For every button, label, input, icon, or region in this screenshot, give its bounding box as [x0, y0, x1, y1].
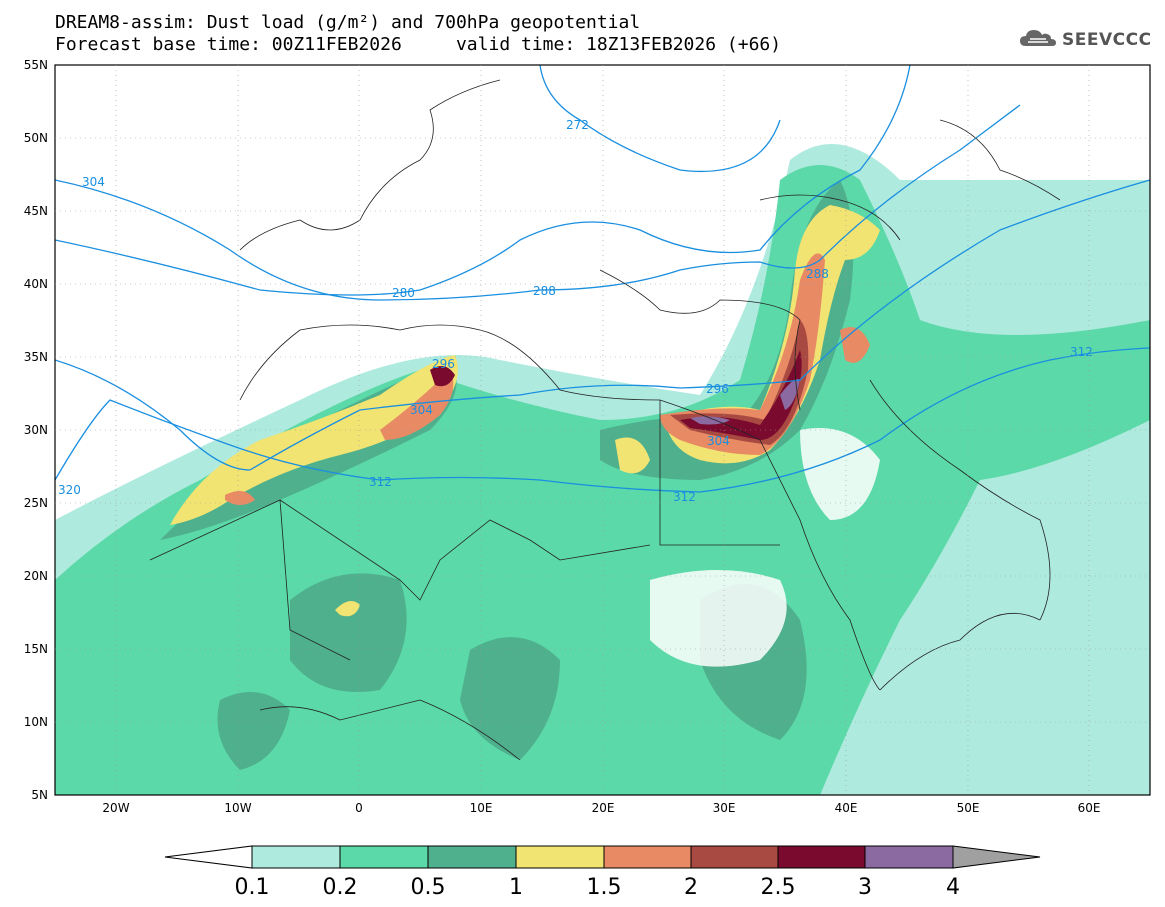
colorbar-bin: [427, 845, 517, 869]
colorbar-low-arrow: [164, 845, 253, 869]
dust-field: [55, 65, 1150, 795]
x-tick: 10E: [470, 801, 493, 815]
y-axis-ticks: 55N 50N 45N 40N 35N 30N 25N 20N 15N 10N …: [24, 58, 48, 802]
contour-label-288: 288: [533, 284, 556, 298]
contour-label-312: 312: [1070, 345, 1093, 359]
colorbar-label: 2: [684, 875, 698, 900]
geopotential-contours: [55, 65, 1150, 493]
colorbar-label: 1.5: [587, 875, 622, 900]
contour-label-280: 280: [392, 286, 415, 300]
colorbar-label: 4: [946, 875, 960, 900]
x-tick: 40E: [835, 801, 858, 815]
logo-text: SEEVCCC: [1062, 30, 1152, 50]
colorbar-label: 0.1: [235, 875, 270, 900]
colorbar-bin: [251, 845, 341, 869]
y-tick: 30N: [24, 423, 48, 437]
x-tick: 50E: [957, 801, 980, 815]
contour-labels: 272 304 280 288 288 296 296 304 304 312 …: [58, 118, 1093, 504]
colorbar-bin: [339, 845, 429, 869]
x-tick: 20E: [592, 801, 615, 815]
map-title: DREAM8-assim: Dust load (g/m²) and 700hP…: [55, 12, 641, 33]
colorbar-label: 0.2: [323, 875, 358, 900]
x-tick: 30E: [713, 801, 736, 815]
y-tick: 40N: [24, 277, 48, 291]
colorbar-bin: [864, 845, 954, 869]
y-tick: 25N: [24, 496, 48, 510]
logo: SEEVCCC: [1018, 26, 1152, 54]
contour-label-320: 320: [58, 483, 81, 497]
y-tick: 15N: [24, 642, 48, 656]
y-tick: 50N: [24, 131, 48, 145]
x-tick: 60E: [1078, 801, 1101, 815]
y-tick: 10N: [24, 715, 48, 729]
x-tick: 10W: [224, 801, 251, 815]
x-axis-ticks: 20W 10W 0 10E 20E 30E 40E 50E 60E: [102, 801, 1100, 815]
contour-label-312: 312: [369, 475, 392, 489]
colorbar-bin: [690, 845, 779, 869]
colorbar-label: 3: [858, 875, 872, 900]
y-tick: 45N: [24, 204, 48, 218]
colorbar-label: 1: [509, 875, 523, 900]
x-tick: 0: [355, 801, 363, 815]
y-tick: 20N: [24, 569, 48, 583]
contour-label-304: 304: [410, 403, 433, 417]
contour-label-304: 304: [82, 175, 105, 189]
contour-label-304: 304: [707, 434, 730, 448]
colorbar-bin: [777, 845, 866, 869]
map-subtitle: Forecast base time: 00Z11FEB2026 valid t…: [55, 34, 782, 55]
contour-label-296: 296: [706, 382, 729, 396]
contour-label-288: 288: [806, 267, 829, 281]
graticule: [55, 65, 1150, 795]
colorbar-label: 0.5: [411, 875, 446, 900]
y-tick: 5N: [31, 788, 48, 802]
contour-label-296: 296: [432, 357, 455, 371]
colorbar-high-arrow: [952, 845, 1041, 869]
contour-label-272: 272: [566, 118, 589, 132]
cloud-icon: [1018, 26, 1058, 54]
colorbar-bin: [515, 845, 605, 869]
x-tick: 20W: [102, 801, 129, 815]
colorbar-label: 2.5: [761, 875, 796, 900]
colorbar: 0.1 0.2 0.5 1 1.5 2 2.5 3 4: [164, 845, 1041, 900]
coastlines: [149, 79, 1061, 761]
y-tick: 35N: [24, 350, 48, 364]
colorbar-bin: [603, 845, 692, 869]
contour-label-312: 312: [673, 490, 696, 504]
y-tick: 55N: [24, 58, 48, 72]
